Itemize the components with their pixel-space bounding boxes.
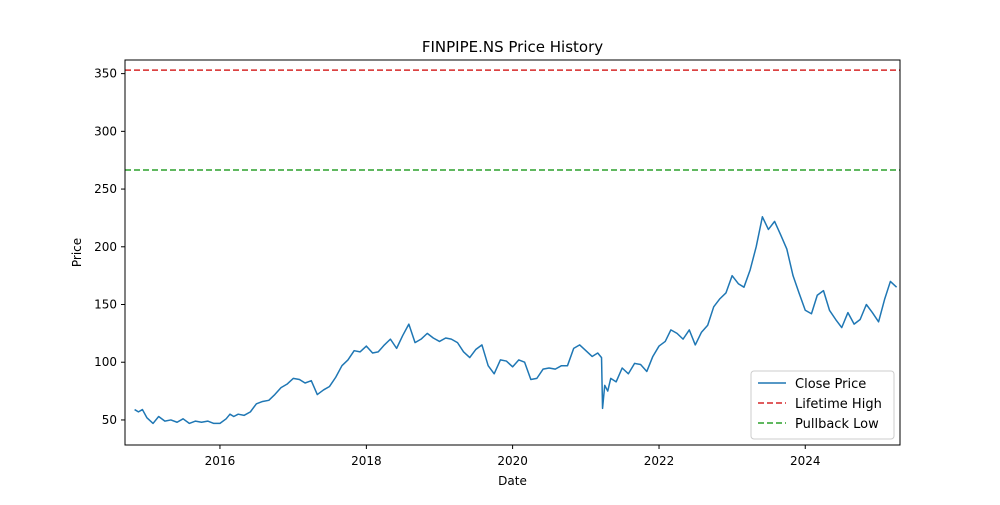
legend-box [750, 370, 895, 440]
y-tick-label: 100 [94, 355, 117, 369]
x-axis: 2016 2018 2020 2022 2024 [205, 445, 821, 468]
legend-label: Close Price [795, 377, 866, 392]
x-tick-label: 2022 [644, 454, 675, 468]
legend-label: Pullback Low [795, 417, 879, 432]
legend: Close Price Lifetime High Pullback Low [750, 370, 895, 440]
y-tick-label: 300 [94, 124, 117, 138]
chart-title: FINPIPE.NS Price History [422, 38, 603, 56]
x-axis-title: Date [498, 474, 527, 488]
x-tick-label: 2020 [497, 454, 528, 468]
y-tick-label: 50 [102, 413, 117, 427]
x-tick-label: 2024 [790, 454, 821, 468]
y-axis-title: Price [70, 238, 84, 267]
close-price-line [134, 216, 898, 425]
y-tick-label: 150 [94, 298, 117, 312]
legend-label: Lifetime High [795, 397, 882, 412]
x-tick-label: 2018 [351, 454, 382, 468]
x-tick-label: 2016 [205, 454, 236, 468]
y-axis: 50 100 150 200 250 300 350 [94, 67, 125, 427]
plot-area [125, 69, 900, 425]
y-tick-label: 200 [94, 240, 117, 254]
y-tick-label: 350 [94, 67, 117, 81]
y-tick-label: 250 [94, 182, 117, 196]
